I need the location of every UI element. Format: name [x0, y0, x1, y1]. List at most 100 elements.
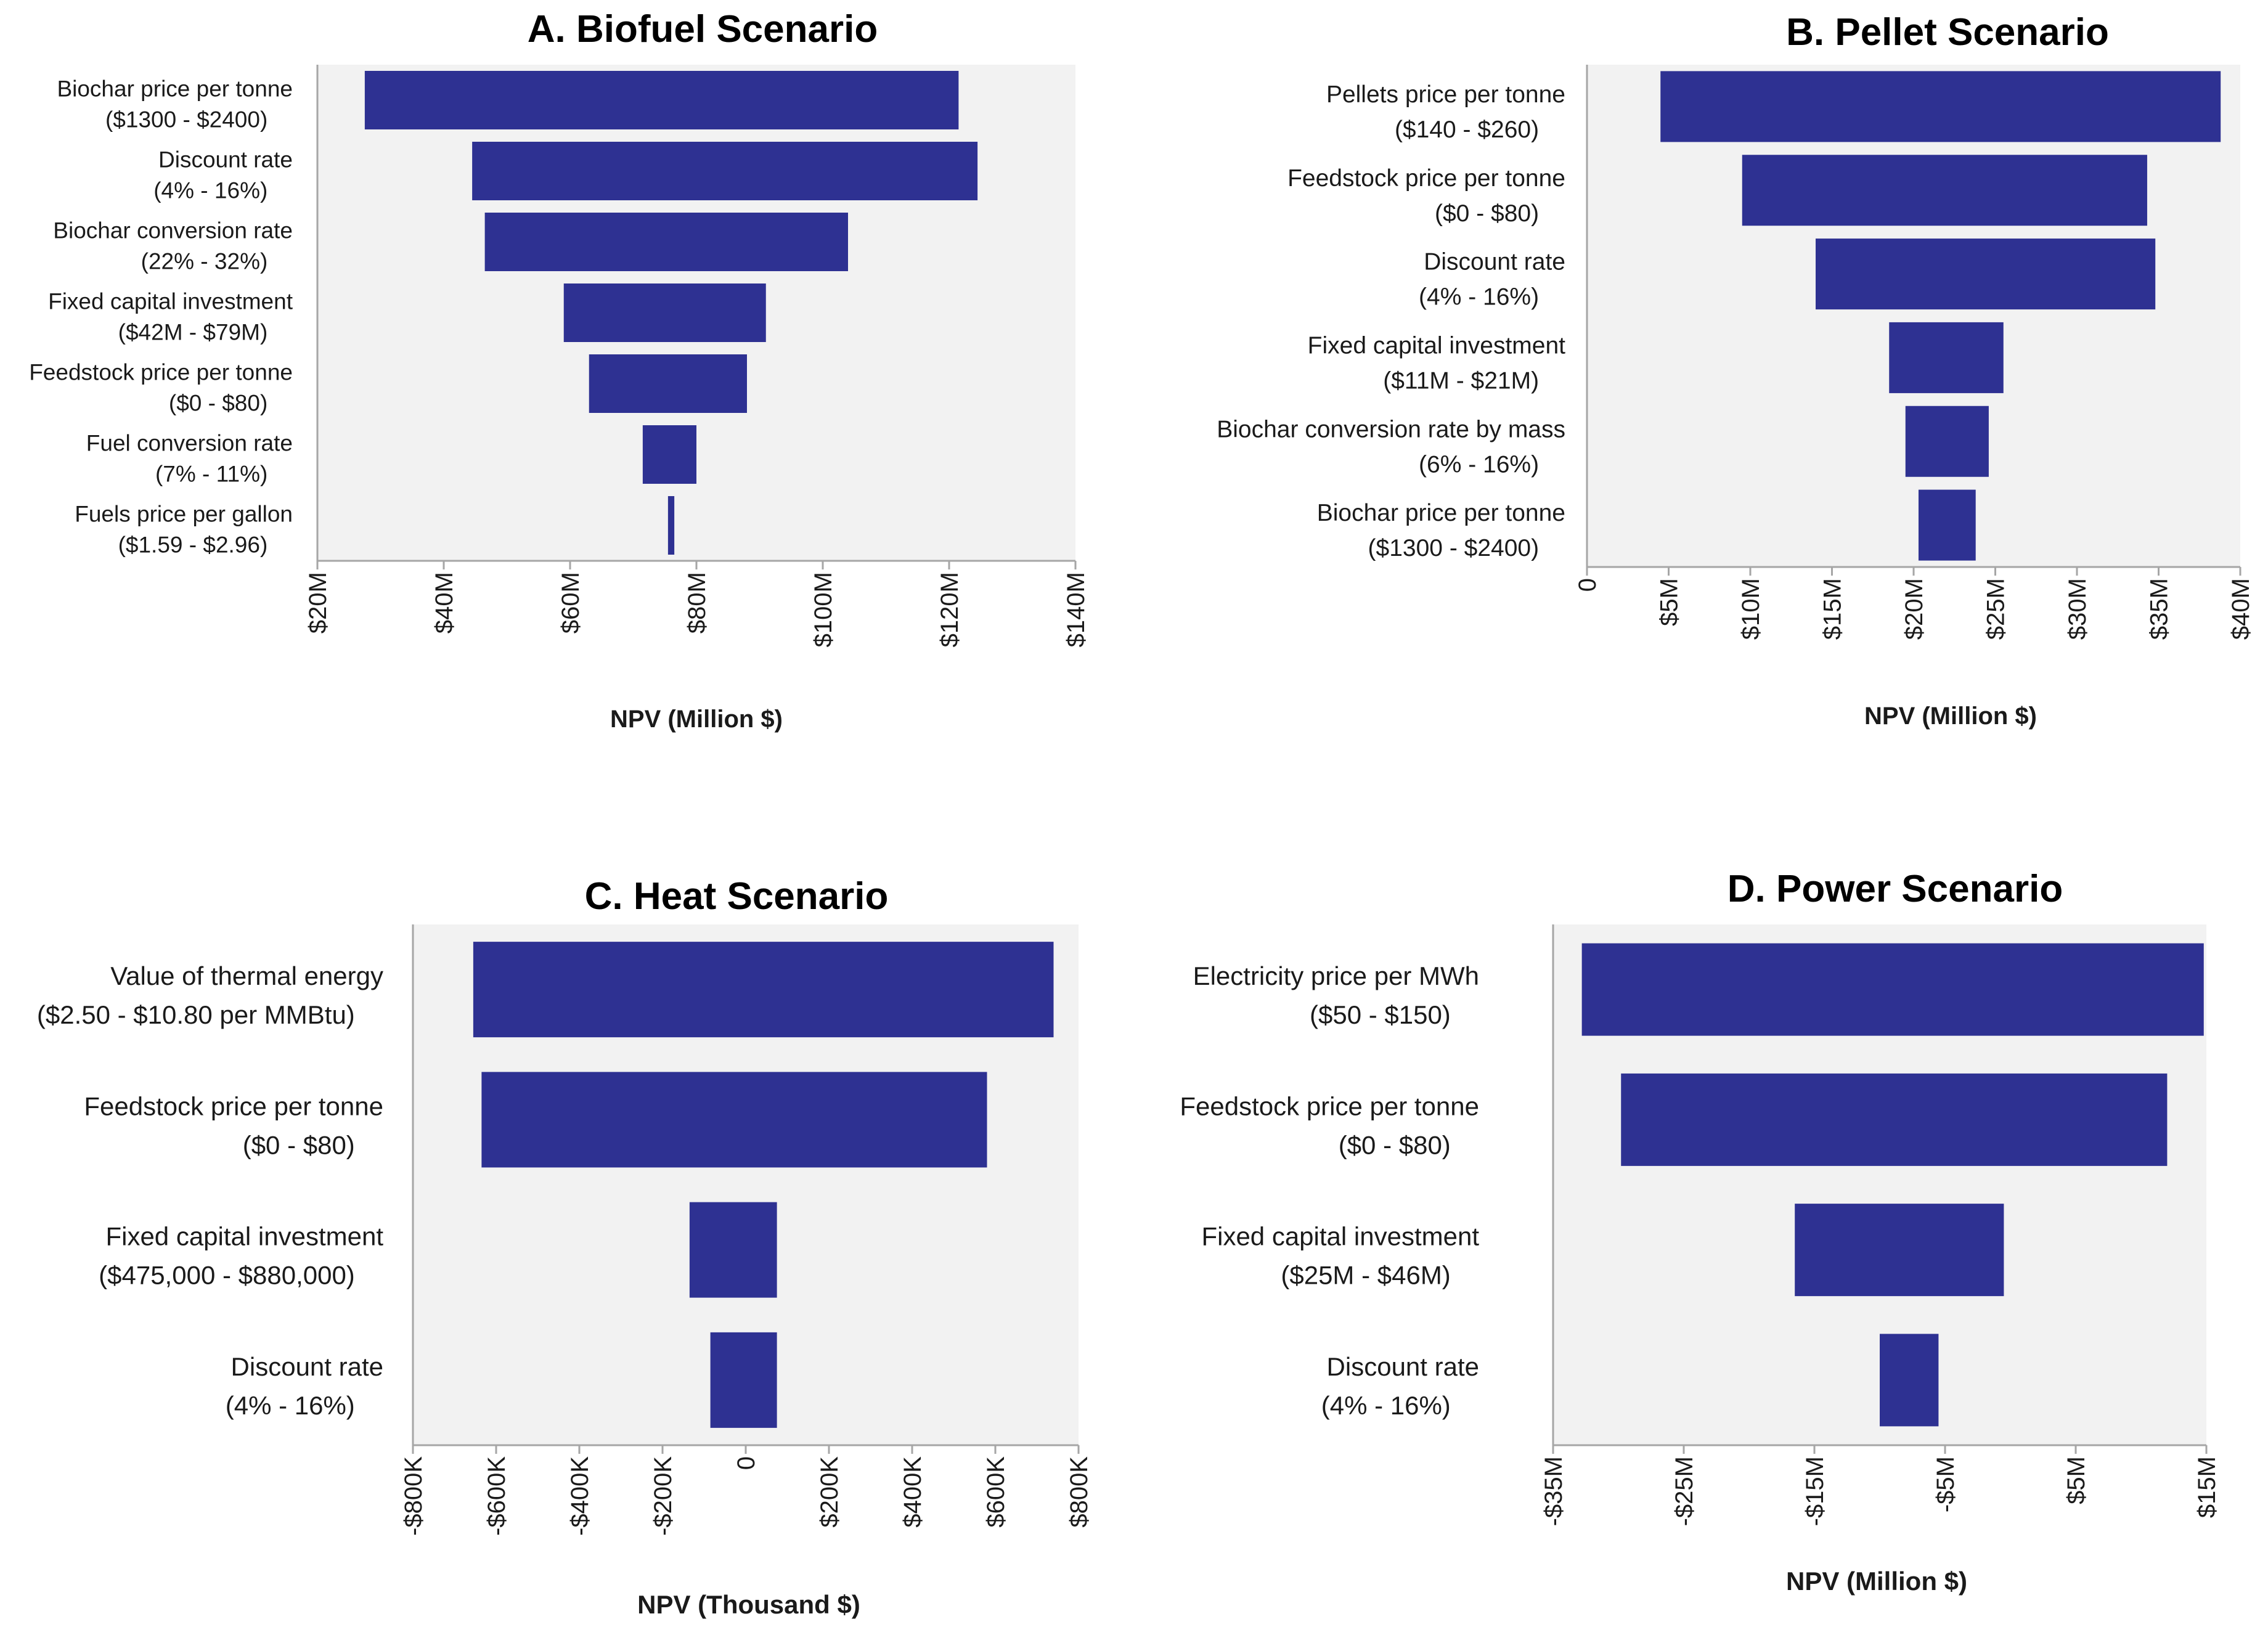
bar-3 [484, 213, 848, 271]
x-tick-label: -$35M [1540, 1456, 1567, 1526]
x-tick-label: $5M [1656, 578, 1683, 626]
bar-6 [642, 425, 696, 484]
x-tick-label: $20M [1901, 578, 1928, 640]
category-range-label: ($475,000 - $880,000) [99, 1261, 355, 1290]
x-tick-label: $35M [2146, 578, 2173, 640]
category-range-label: ($0 - $80) [1435, 200, 1539, 227]
x-tick-label: $200K [816, 1456, 843, 1528]
bar-2 [481, 1072, 987, 1168]
category-range-label: ($0 - $80) [169, 391, 267, 416]
category-range-label: ($2.50 - $10.80 per MMBtu) [37, 1000, 355, 1029]
chart-power: D. Power Scenario Electricity price per M… [1180, 868, 2221, 1596]
bar-5 [589, 354, 747, 413]
x-tick-label: -$400K [566, 1456, 594, 1536]
category-label: Value of thermal energy [110, 961, 383, 990]
category-label: Fuel conversion rate [86, 431, 293, 456]
bar-2 [1621, 1073, 2168, 1166]
category-range-label: (22% - 32%) [141, 249, 268, 274]
category-label: Biochar conversion rate by mass [1217, 416, 1565, 442]
category-label: Discount rate [1327, 1352, 1479, 1381]
category-range-label: ($50 - $150) [1310, 1000, 1451, 1029]
x-tick-label: $30M [2064, 578, 2091, 640]
bar-1 [1581, 943, 2204, 1036]
x-tick-label: -$5M [1932, 1456, 1959, 1512]
x-axis-title: NPV (Million $) [1786, 1567, 1967, 1596]
category-label: Feedstock price per tonne [1287, 165, 1565, 192]
x-tick-label: $80M [683, 572, 711, 634]
x-tick-label: -$25M [1671, 1456, 1698, 1526]
x-tick-label: $600K [982, 1456, 1010, 1528]
category-label: Electricity price per MWh [1193, 961, 1479, 990]
category-range-label: ($11M - $21M) [1383, 368, 1539, 394]
x-tick-label: -$15M [1801, 1456, 1829, 1526]
category-range-label: ($25M - $46M) [1281, 1261, 1450, 1290]
bar-4 [563, 283, 766, 342]
x-tick-label: $60M [557, 572, 584, 634]
category-label: Discount rate [231, 1352, 383, 1381]
category-range-label: ($0 - $80) [1339, 1130, 1451, 1159]
category-label: Fixed capital investment [105, 1222, 383, 1251]
bar-5 [1905, 406, 1989, 477]
category-range-label: (6% - 16%) [1419, 451, 1539, 478]
plot-area [1587, 65, 2240, 567]
x-tick-label: $40M [2227, 578, 2254, 640]
category-range-label: ($1.59 - $2.96) [118, 532, 268, 558]
x-axis-title: NPV (Thousand $) [637, 1590, 860, 1619]
category-label: Fixed capital investment [48, 289, 293, 314]
bar-1 [364, 71, 959, 129]
category-range-label: ($42M - $79M) [118, 320, 268, 345]
bar-2 [1742, 155, 2147, 226]
chart-title: D. Power Scenario [1728, 868, 2063, 910]
bar-1 [473, 942, 1054, 1038]
category-label: Fuels price per gallon [75, 502, 293, 527]
category-range-label: (4% - 16%) [226, 1391, 355, 1420]
category-label: Discount rate [1424, 249, 1565, 275]
bar-3 [1795, 1204, 2004, 1297]
bar-4 [1880, 1334, 1939, 1427]
x-tick-label: $15M [1819, 578, 1846, 640]
bar-1 [1660, 71, 2221, 142]
chart-title: A. Biofuel Scenario [528, 8, 878, 51]
category-range-label: (4% - 16%) [1321, 1391, 1451, 1420]
category-label: Fixed capital investment [1201, 1222, 1479, 1251]
chart-title: C. Heat Scenario [585, 875, 889, 918]
x-tick-label: $140M [1063, 572, 1090, 647]
x-tick-label: $5M [2063, 1456, 2090, 1504]
bar-4 [1889, 322, 2004, 393]
x-tick-label: $100M [810, 572, 837, 647]
x-tick-label: $10M [1737, 578, 1764, 640]
bar-3 [689, 1202, 777, 1298]
category-label: Feedstock price per tonne [29, 360, 293, 385]
x-tick-label: $120M [936, 572, 963, 647]
bar-7 [667, 496, 675, 555]
category-range-label: ($1300 - $2400) [1368, 535, 1540, 561]
category-label: Feedstock price per tonne [1180, 1091, 1479, 1120]
category-range-label: ($0 - $80) [243, 1130, 355, 1159]
category-label: Pellets price per tonne [1326, 81, 1565, 108]
x-tick-label: $25M [1983, 578, 2010, 640]
x-tick-label: -$800K [400, 1456, 427, 1536]
category-label: Biochar conversion rate [53, 218, 293, 243]
x-tick-label: 0 [1574, 578, 1601, 592]
category-label: Biochar price per tonne [1317, 500, 1565, 526]
x-axis-title: NPV (Million $) [1864, 703, 2037, 730]
x-tick-label: $800K [1066, 1456, 1093, 1528]
category-range-label: ($1300 - $2400) [105, 107, 267, 133]
x-tick-label: -$200K [650, 1456, 677, 1536]
category-label: Fixed capital investment [1308, 333, 1566, 359]
category-label: Biochar price per tonne [57, 76, 293, 102]
chart-biofuel: A. Biofuel Scenario Biochar price per ton… [29, 8, 1090, 733]
category-range-label: (7% - 11%) [155, 462, 267, 487]
bar-3 [1816, 239, 2156, 310]
chart-heat: C. Heat Scenario Value of thermal energy (… [37, 875, 1093, 1619]
x-tick-label: $15M [2193, 1456, 2221, 1518]
category-label: Discount rate [158, 147, 293, 173]
chart-pellet: B. Pellet Scenario Pellets price per tonn… [1217, 11, 2254, 730]
category-range-label: (4% - 16%) [1419, 284, 1539, 311]
bar-4 [710, 1332, 777, 1428]
x-tick-label: 0 [733, 1456, 760, 1470]
x-axis-title: NPV (Million $) [610, 706, 783, 733]
bar-6 [1918, 489, 1976, 561]
category-range-label: (4% - 16%) [153, 178, 267, 203]
